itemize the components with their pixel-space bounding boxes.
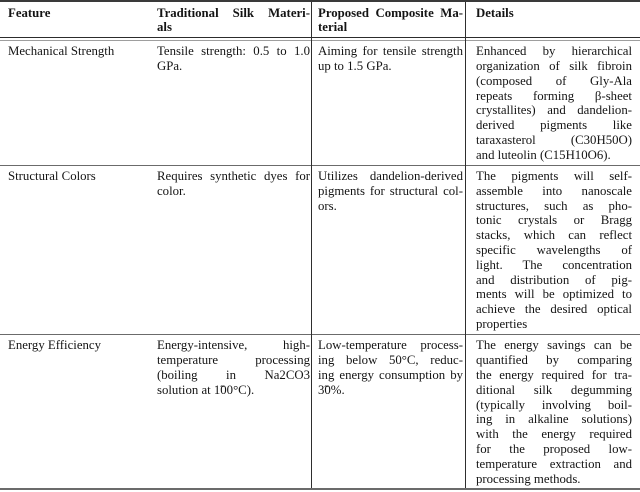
table-row-energy-efficiency: Energy Efficiency Energy-intensive, high… <box>0 335 640 488</box>
cell-feature: Energy Efficiency <box>8 338 101 353</box>
cell-details: Enhanced by hierarchical organization of … <box>476 44 632 162</box>
cell-proposed: Aiming for tensile strength up to 1.5 GPa… <box>318 44 463 73</box>
table-row-mechanical-strength: Mechanical Strength Tensile strength: 0.… <box>0 41 640 165</box>
table-row-structural-colors: Structural Colors Requires synthetic dye… <box>0 166 640 334</box>
cell-traditional: Tensile strength: 0.5 to 1.0 GPa. <box>157 44 310 73</box>
cell-proposed: Low-temperature process-ing below 50°C, … <box>318 338 463 397</box>
cell-feature: Structural Colors <box>8 169 96 184</box>
cell-proposed: Utilizes dandelion-derived pigments for s… <box>318 169 463 213</box>
header-separator-rule <box>0 37 640 41</box>
table-header-row: Feature Traditional Silk Materi-als Prop… <box>0 2 640 37</box>
cell-details: The pigments will self-assemble into nan… <box>476 169 632 332</box>
header-cell-traditional: Traditional Silk Materi-als <box>157 5 310 35</box>
cell-details: The energy savings can be quantified by c… <box>476 338 632 486</box>
cell-traditional: Requires synthetic dyes for color. <box>157 169 310 198</box>
row-separator-rule <box>0 333 640 335</box>
cell-feature: Mechanical Strength <box>8 44 115 59</box>
header-cell-feature: Feature <box>8 5 51 20</box>
header-cell-proposed: Proposed Composite Ma-terial <box>318 5 463 35</box>
header-cell-details: Details <box>476 5 514 20</box>
row-separator-rule <box>0 164 640 166</box>
cell-traditional: Energy-intensive, high-temperature proce… <box>157 338 310 397</box>
